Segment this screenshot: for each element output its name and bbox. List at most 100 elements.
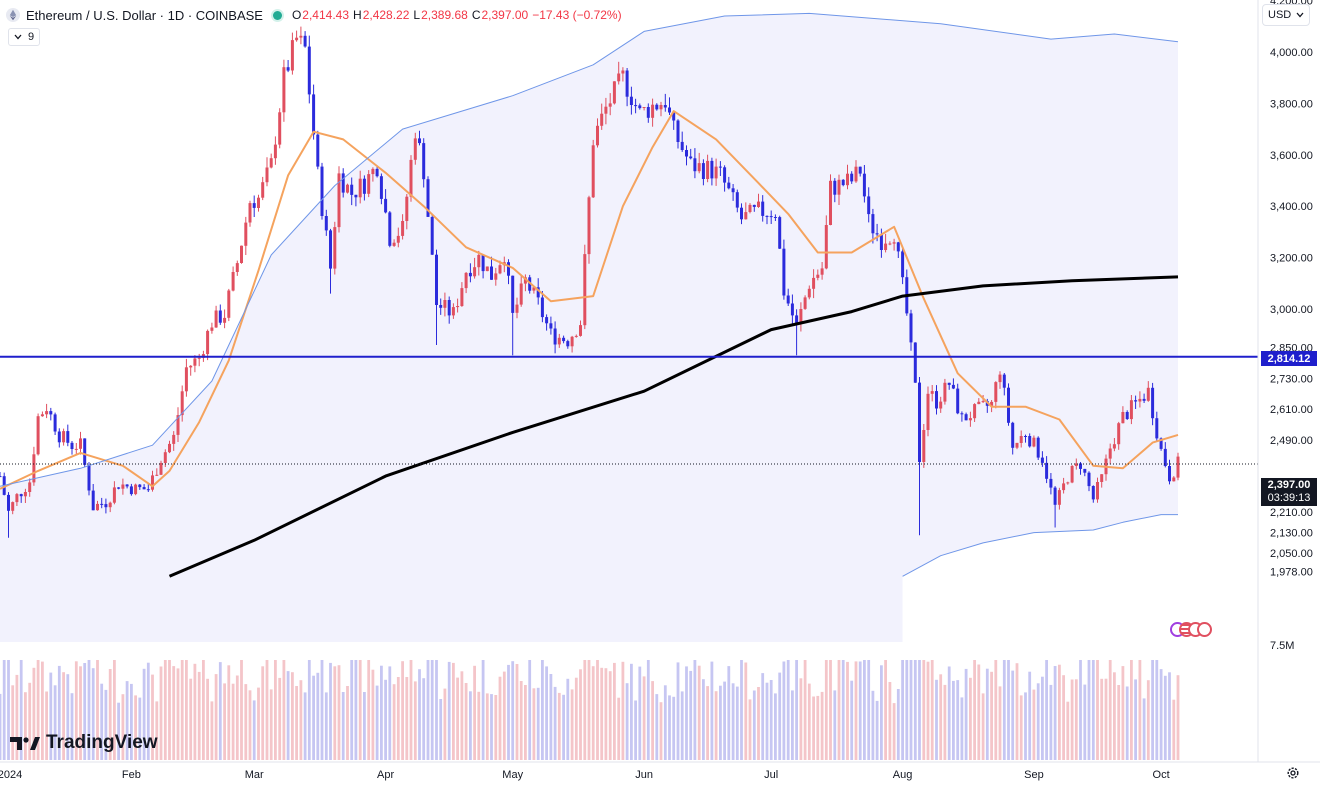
volume-bar [388, 666, 392, 760]
candle-body [223, 317, 227, 323]
volume-bar [341, 692, 345, 760]
candle-body [329, 230, 332, 269]
candle-body [515, 304, 519, 313]
candle-body [536, 287, 540, 298]
currency-select[interactable]: USD [1262, 4, 1310, 26]
candle-body [922, 430, 926, 462]
volume-bar [456, 677, 459, 760]
us-flag-event-icon[interactable] [1197, 622, 1212, 637]
candle-body [248, 203, 252, 223]
candle-body [1142, 398, 1146, 401]
candle-body [125, 484, 129, 487]
volume-bar [774, 693, 777, 760]
candle-body [1028, 436, 1032, 447]
volume-bar [218, 662, 222, 760]
candle-body [879, 234, 883, 250]
candle-body [447, 300, 451, 316]
volume-bar [786, 660, 790, 760]
candle-body [744, 212, 748, 220]
volume-bar [1066, 701, 1070, 760]
candle-body [307, 46, 311, 95]
volume-bar [1049, 684, 1053, 760]
candle-body [235, 263, 239, 272]
volume-bar [663, 685, 667, 760]
price-tick-label: 2,130.00 [1270, 528, 1313, 540]
volume-bar [536, 687, 540, 760]
candle-body [837, 179, 841, 195]
volume-bar [125, 681, 129, 760]
candle-body [918, 382, 921, 462]
market-status-dot[interactable] [272, 10, 282, 20]
candle-body [1138, 398, 1142, 402]
candle-body [799, 309, 803, 324]
candle-body [977, 401, 981, 405]
volume-bar [430, 660, 434, 760]
candle-body [888, 243, 892, 245]
volume-bar [28, 682, 32, 760]
settings-gear-icon[interactable] [1286, 766, 1300, 780]
volume-bar [244, 684, 248, 760]
indicators-toggle[interactable]: 9 [8, 28, 41, 46]
event-markers[interactable] [1170, 622, 1212, 637]
volume-bar [574, 677, 578, 760]
ohlc-high: H2,428.22 [353, 8, 410, 22]
volume-bar [532, 688, 536, 760]
volume-bar [1007, 660, 1010, 760]
volume-bar [1159, 669, 1163, 760]
volume-bar [363, 692, 366, 760]
volume-bar [1172, 699, 1176, 760]
volume-bar [990, 671, 993, 760]
slow-moving-average-line [168, 275, 1179, 578]
volume-bar [265, 660, 269, 760]
volume-bar [1176, 675, 1180, 760]
candle-body [867, 196, 871, 215]
volume-bar [142, 668, 146, 760]
candle-body [1045, 462, 1049, 479]
candle-body [621, 70, 625, 74]
volume-bar [545, 666, 548, 760]
candle-body [841, 179, 845, 186]
tradingview-logo[interactable]: TradingView [10, 732, 158, 754]
volume-bar [685, 666, 688, 760]
candle-body [45, 411, 49, 415]
candle-body [854, 166, 858, 182]
volume-bar [240, 660, 243, 760]
candle-body [769, 216, 773, 218]
time-tick-label: 2024 [0, 769, 22, 781]
candle-body [367, 174, 371, 194]
candle-body [426, 179, 430, 217]
volume-bar [646, 660, 650, 760]
candle-body [608, 103, 612, 107]
volume-bar [752, 690, 756, 760]
volume-bar [1015, 663, 1019, 760]
volume-bar [1070, 679, 1074, 760]
candle-body [765, 215, 769, 217]
candle-body [278, 112, 282, 145]
volume-bar [930, 660, 934, 760]
candle-body [121, 484, 125, 489]
volume-bar [888, 682, 892, 760]
volume-bar [892, 703, 896, 760]
symbol-title[interactable]: Ethereum / U.S. Dollar · 1D · COINBASE [26, 7, 263, 23]
volume-bar [528, 660, 532, 760]
volume-bar [1163, 675, 1167, 760]
volume-bar [964, 668, 968, 760]
candle-body [91, 490, 95, 511]
candle-body [587, 197, 591, 255]
candle-body [1100, 474, 1104, 482]
volume-bar [706, 686, 709, 760]
volume-bar [24, 692, 27, 760]
candle-body [973, 404, 977, 419]
candle-body [333, 227, 337, 269]
candle-body [1024, 436, 1027, 437]
volume-bar [282, 660, 286, 760]
volume-bar [1024, 692, 1027, 760]
candle-body [540, 297, 544, 318]
volume-bar [956, 680, 960, 760]
candle-body [782, 248, 786, 296]
candle-body [909, 313, 913, 343]
horizontal-line-price-tag[interactable]: 2,814.12 [1261, 351, 1317, 366]
candle-body [740, 207, 743, 220]
candle-body [735, 192, 739, 208]
